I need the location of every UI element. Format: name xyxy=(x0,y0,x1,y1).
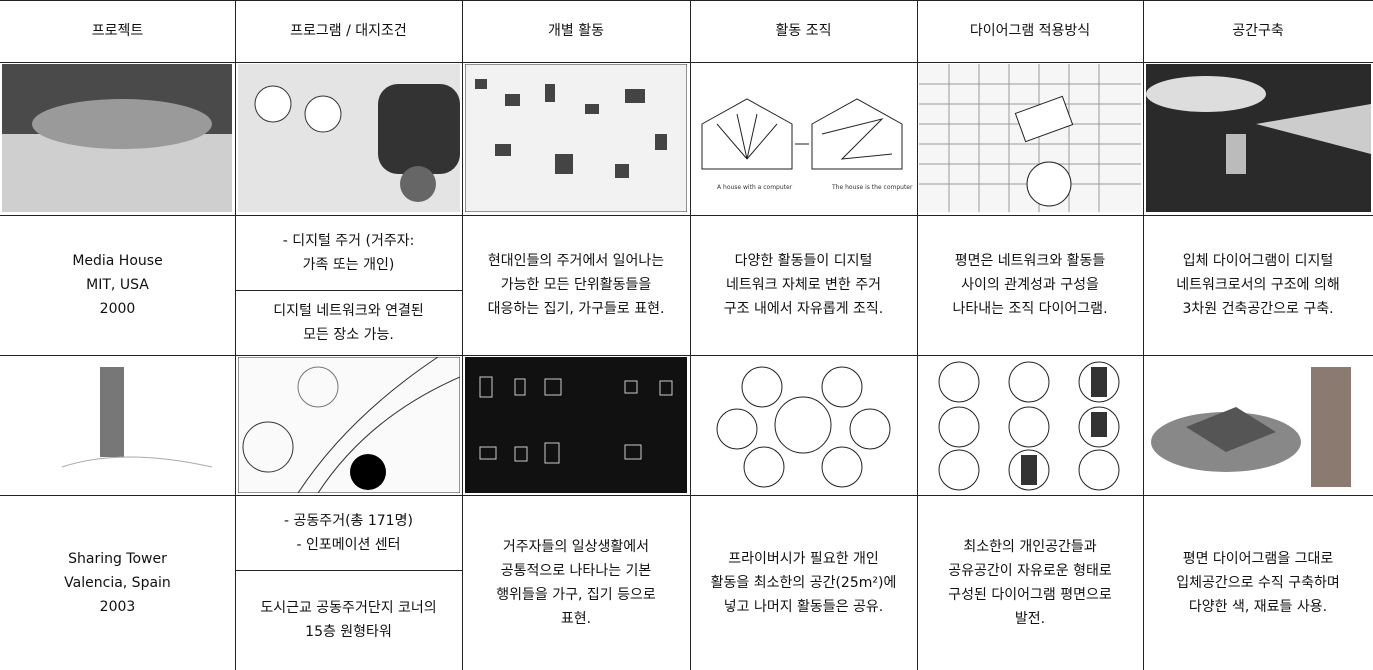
cell: - 디지털 주거 (거주자: 가족 또는 개인) xyxy=(235,215,462,290)
map xyxy=(238,357,460,493)
photo xyxy=(2,64,232,212)
text-line: 3차원 건축공간으로 구축. xyxy=(1182,301,1334,317)
text-line: 네트워크 자체로 변한 주거 xyxy=(725,277,882,293)
text-line: 구성된 다이어그램 평면으로 xyxy=(948,586,1112,603)
text-line: 평면은 네트워크와 활동들 xyxy=(954,253,1106,269)
text-line: 네트워크로서의 구조에 의해 xyxy=(1176,277,1340,293)
rule xyxy=(235,570,462,571)
text-line: 평면 다이어그램을 그대로 xyxy=(1182,550,1334,567)
text-line: 공유공간이 자유로운 형태로 xyxy=(948,562,1112,579)
text-line: 가족 또는 개인) xyxy=(302,256,395,273)
cell: 프로젝트 xyxy=(0,0,235,62)
cell: Media House MIT, USA 2000 xyxy=(0,215,235,355)
photo xyxy=(465,64,687,212)
rule xyxy=(0,0,1373,1)
cell: 도시근교 공동주거단지 코너의 15층 원형타워 xyxy=(235,570,462,670)
rule xyxy=(690,0,691,670)
text-line: 나타내는 조직 다이어그램. xyxy=(952,301,1108,317)
photo xyxy=(465,357,687,493)
text-line: 프로젝트 xyxy=(91,23,144,39)
caption: The house is the computer xyxy=(831,184,913,191)
text-line: 프라이버시가 필요한 개인 xyxy=(728,550,879,567)
rule xyxy=(1143,0,1144,670)
text-line: 최소한의 개인공간들과 xyxy=(963,538,1097,555)
text-line: 활동을 최소한의 공간(25m²)에 xyxy=(710,574,897,591)
photo xyxy=(2,357,232,493)
text-line: 다양한 활동들이 디지털 xyxy=(734,253,873,269)
rule xyxy=(0,215,1373,216)
diagram xyxy=(692,357,914,493)
cell: 활동 조직 xyxy=(690,0,917,62)
diagram xyxy=(919,357,1141,493)
text-line: 대응하는 집기, 가구들로 표현. xyxy=(487,301,665,317)
text-line: 15층 원형타워 xyxy=(305,624,392,640)
rule xyxy=(0,62,1373,63)
text-line: 다양한 색, 재료들 사용. xyxy=(1188,598,1328,615)
text-line: 넣고 나머지 활동들은 공유. xyxy=(723,598,884,615)
text-line: 개별 활동 xyxy=(548,23,604,39)
text-line: 디지털 네트워크와 연결된 xyxy=(273,302,424,319)
rule xyxy=(0,355,1373,356)
text-line: 입체 다이어그램이 디지털 xyxy=(1182,253,1334,269)
text-line: 구조 내에서 자유롭게 조직. xyxy=(723,301,884,317)
rule xyxy=(462,0,463,670)
text-line: 거주자들의 일상생활에서 xyxy=(502,538,650,555)
cell: 프로그램 / 대지조건 xyxy=(235,0,462,62)
text-line: 모든 장소 가능. xyxy=(303,326,394,343)
text-line: 가능한 모든 단위활동들을 xyxy=(500,277,652,293)
rule xyxy=(235,0,236,670)
text-line: - 인포메이션 센터 xyxy=(296,536,401,553)
diagram xyxy=(919,64,1141,212)
text-line: 프로그램 / 대지조건 xyxy=(290,23,407,39)
cell: 공간구축 xyxy=(1143,0,1373,62)
rule xyxy=(917,0,918,670)
rule xyxy=(235,290,462,291)
text-line: 2000 xyxy=(99,301,136,317)
cell: 다이어그램 적용방식 xyxy=(917,0,1143,62)
text-line: 공통적으로 나타나는 기본 xyxy=(500,562,652,579)
text-line: 2003 xyxy=(99,598,136,615)
text-line: 표현. xyxy=(560,610,592,627)
photo xyxy=(1146,64,1371,212)
text-line: 사이의 관계성과 구성을 xyxy=(961,277,1099,293)
text-line: 다이어그램 적용방식 xyxy=(969,23,1091,39)
photo xyxy=(238,64,460,212)
text-line: 발전. xyxy=(1014,610,1046,627)
rule xyxy=(0,495,1373,496)
text-line: Media House xyxy=(72,253,163,269)
cell: 개별 활동 xyxy=(462,0,690,62)
text-line: 행위들을 가구, 집기 등으로 xyxy=(496,586,656,603)
text-line: 입체공간으로 수직 구축하며 xyxy=(1176,574,1340,591)
text-line: 도시근교 공동주거단지 코너의 xyxy=(260,600,437,616)
diagram: A house with a computer The house is the… xyxy=(692,64,914,212)
text-line: 현대인들의 주거에서 일어나는 xyxy=(487,253,665,269)
cell: Sharing Tower Valencia, Spain 2003 xyxy=(0,495,235,670)
caption: A house with a computer xyxy=(717,184,793,191)
cell: - 공동주거(총 171명) - 인포메이션 센터 xyxy=(235,495,462,570)
photo xyxy=(1146,357,1371,493)
text-line: MIT, USA xyxy=(86,277,149,293)
text-line: 활동 조직 xyxy=(775,23,832,39)
text-line: Valencia, Spain xyxy=(64,574,171,591)
text-line: Sharing Tower xyxy=(68,550,167,567)
text-line: - 공동주거(총 171명) xyxy=(284,512,413,529)
text-line: - 디지털 주거 (거주자: xyxy=(282,232,415,249)
text-line: 공간구축 xyxy=(1232,23,1284,39)
